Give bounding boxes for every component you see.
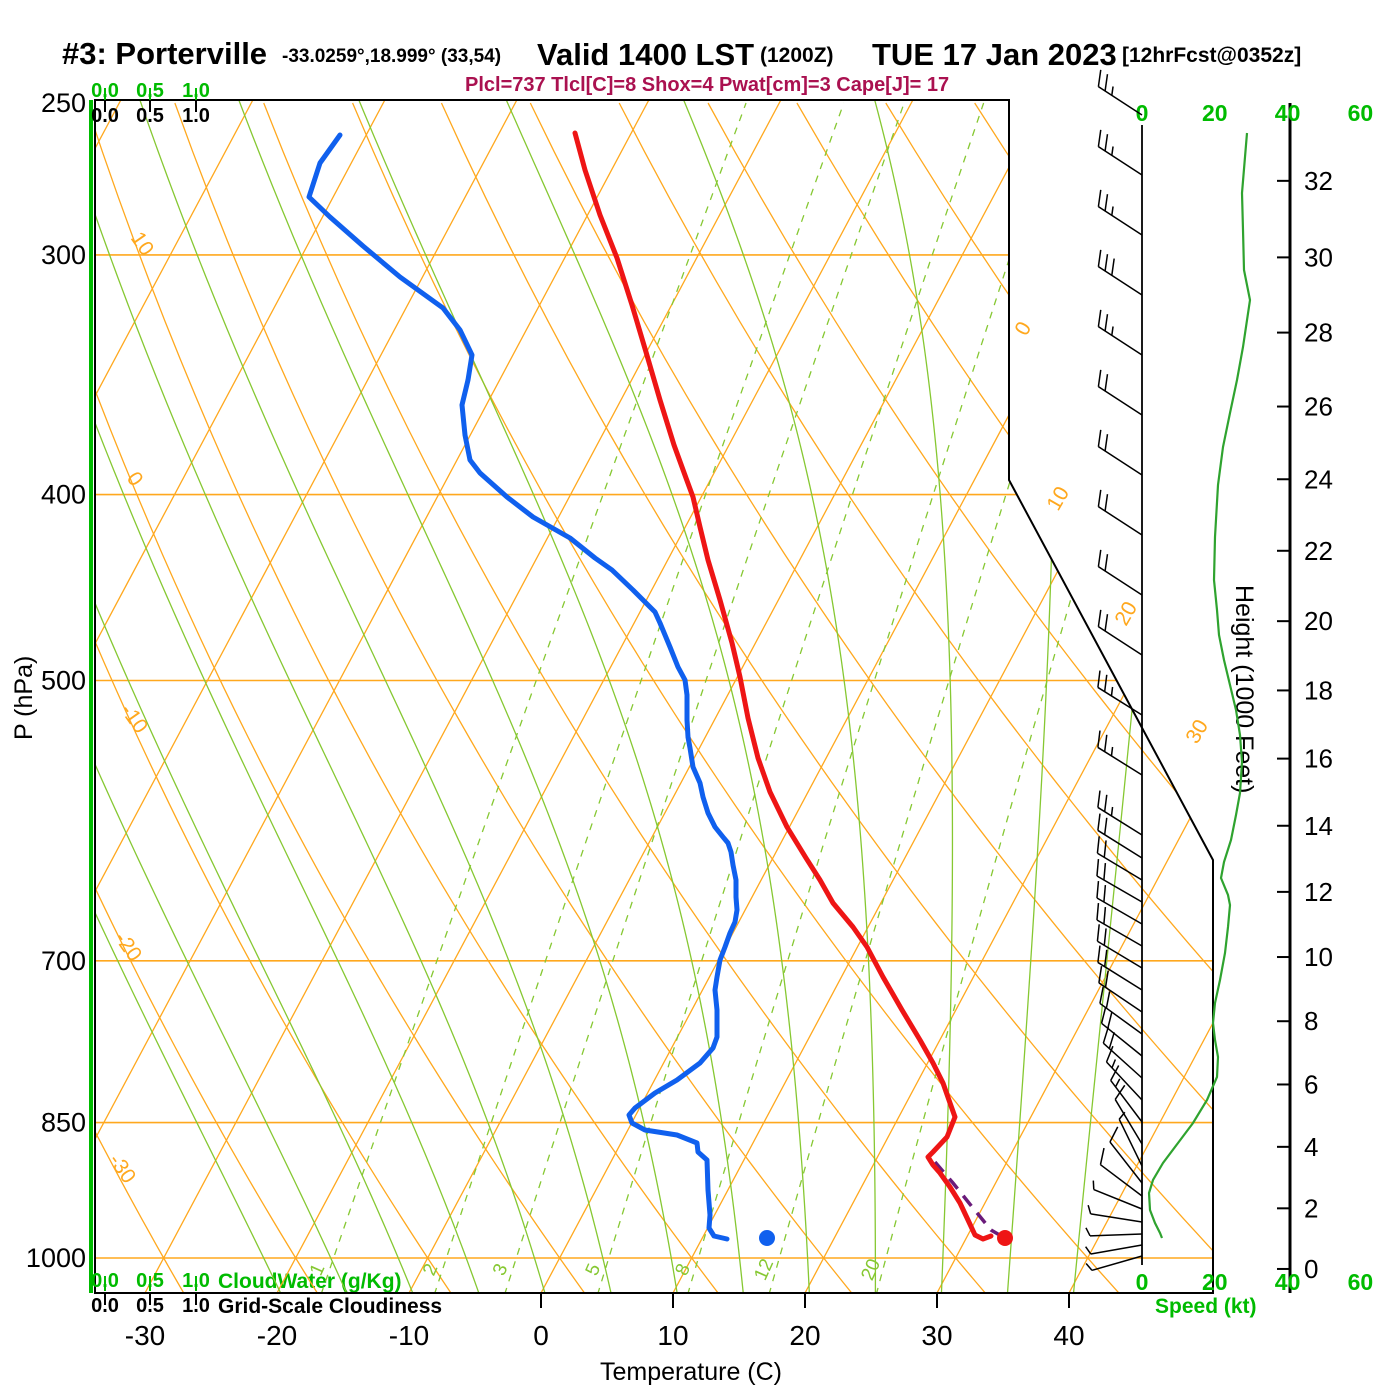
svg-text:20: 20 (1202, 1269, 1228, 1295)
svg-text:0.5: 0.5 (136, 105, 164, 127)
svg-text:-20: -20 (257, 1320, 297, 1351)
dewpoint-curve (306, 132, 740, 1242)
svg-text:40: 40 (1053, 1320, 1084, 1351)
svg-text:16: 16 (1304, 744, 1333, 774)
svg-text:-20: -20 (110, 928, 146, 966)
svg-text:30: 30 (921, 1320, 952, 1351)
cloudiness-legend: Grid-Scale Cloudiness (218, 1295, 443, 1318)
svg-text:30: 30 (1181, 716, 1213, 748)
svg-text:0: 0 (1304, 1254, 1318, 1284)
svg-text:5: 5 (582, 1261, 605, 1279)
station-coords: -33.0259°,18.999° (33,54) (282, 46, 502, 67)
svg-text:4: 4 (1304, 1132, 1318, 1162)
svg-text:60: 60 (1348, 1269, 1374, 1295)
svg-text:22: 22 (1304, 536, 1333, 566)
svg-text:32: 32 (1304, 166, 1333, 196)
svg-text:0: 0 (1010, 318, 1036, 340)
svg-text:1: 1 (306, 1261, 329, 1279)
svg-text:12: 12 (1304, 877, 1333, 907)
svg-text:20: 20 (1304, 606, 1333, 636)
valid-time-z: (1200Z) (760, 44, 834, 67)
speed-axis-title: Speed (kt) (1155, 1295, 1257, 1318)
svg-text:400: 400 (41, 480, 86, 510)
svg-text:20: 20 (1110, 598, 1142, 630)
background-grid (95, 100, 1213, 1293)
svg-text:500: 500 (41, 665, 86, 695)
stability-indices: Plcl=737 Tlcl[C]=8 Shox=4 Pwat[cm]=3 Cap… (465, 74, 950, 96)
svg-text:30: 30 (1304, 242, 1333, 272)
svg-text:6: 6 (1304, 1069, 1318, 1099)
svg-text:-10: -10 (389, 1320, 429, 1351)
svg-text:40: 40 (1275, 1269, 1301, 1295)
svg-text:250: 250 (41, 88, 86, 118)
svg-text:1.0: 1.0 (182, 105, 210, 127)
svg-text:8: 8 (1304, 1006, 1318, 1036)
svg-text:0: 0 (1136, 1269, 1149, 1295)
svg-text:0: 0 (122, 468, 148, 491)
svg-text:1.0: 1.0 (182, 1295, 210, 1317)
svg-text:20: 20 (1202, 100, 1228, 126)
forecast-tag: [12hrFcst@0352z] (1122, 44, 1302, 67)
temp-axis-title: Temperature (C) (600, 1358, 782, 1386)
dry-adiabat-lines (95, 102, 1213, 1293)
svg-text:18: 18 (1304, 675, 1333, 705)
plot-border (94, 99, 1214, 1294)
svg-text:2: 2 (1304, 1193, 1318, 1223)
svg-text:8: 8 (672, 1261, 695, 1279)
svg-text:0.0: 0.0 (91, 1295, 119, 1317)
svg-text:-10: -10 (116, 700, 152, 738)
parcel-path-dashed (933, 1160, 1004, 1239)
surface-dots (759, 1230, 1013, 1246)
svg-text:0: 0 (1136, 100, 1149, 126)
svg-text:1000: 1000 (26, 1243, 86, 1273)
svg-text:28: 28 (1304, 318, 1333, 348)
svg-text:26: 26 (1304, 392, 1333, 422)
svg-text:850: 850 (41, 1108, 86, 1138)
svg-text:60: 60 (1348, 100, 1374, 126)
svg-text:0: 0 (533, 1320, 549, 1351)
mixing-ratio-lines (320, 102, 1213, 1293)
wind-speed-profile (1147, 132, 1252, 1239)
page-title: #3: Porterville (62, 36, 268, 71)
svg-text:20: 20 (789, 1320, 820, 1351)
valid-time: Valid 1400 LST (537, 37, 755, 72)
temperature-curve (572, 130, 994, 1242)
isotherm-lines (95, 100, 1213, 1293)
svg-text:-30: -30 (104, 1150, 140, 1188)
svg-text:-30: -30 (125, 1320, 165, 1351)
svg-text:10: 10 (1042, 483, 1074, 515)
svg-text:10: 10 (1304, 942, 1333, 972)
svg-text:0.0: 0.0 (91, 105, 119, 127)
moist-adiabat-lines (95, 100, 1184, 1293)
svg-text:700: 700 (41, 946, 86, 976)
svg-text:14: 14 (1304, 811, 1333, 841)
pressure-gridlines (95, 254, 1213, 1259)
svg-text:20: 20 (857, 1256, 885, 1284)
wind-barbs (1085, 69, 1143, 1272)
svg-text:0.5: 0.5 (136, 1295, 164, 1317)
svg-text:10: 10 (657, 1320, 688, 1351)
svg-text:3: 3 (489, 1261, 512, 1279)
svg-text:12: 12 (750, 1256, 778, 1284)
svg-text:300: 300 (41, 240, 86, 270)
valid-date: TUE 17 Jan 2023 (872, 37, 1117, 72)
svg-text:40: 40 (1275, 100, 1301, 126)
svg-text:24: 24 (1304, 464, 1333, 494)
